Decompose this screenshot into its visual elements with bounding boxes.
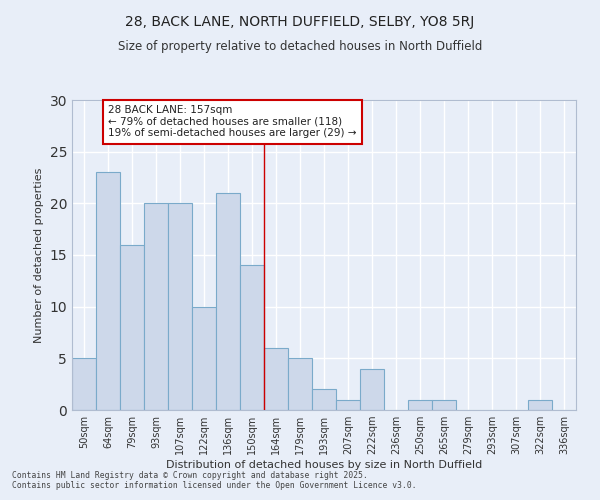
Text: Contains HM Land Registry data © Crown copyright and database right 2025.
Contai: Contains HM Land Registry data © Crown c… [12, 470, 416, 490]
Bar [264, 348, 288, 410]
Bar [96, 172, 120, 410]
Bar [408, 400, 432, 410]
Bar [432, 400, 456, 410]
Bar [528, 400, 552, 410]
Bar [336, 400, 360, 410]
Bar [72, 358, 96, 410]
Y-axis label: Number of detached properties: Number of detached properties [34, 168, 44, 342]
Bar [120, 244, 144, 410]
Bar [144, 204, 168, 410]
Bar [192, 306, 216, 410]
Text: 28, BACK LANE, NORTH DUFFIELD, SELBY, YO8 5RJ: 28, BACK LANE, NORTH DUFFIELD, SELBY, YO… [125, 15, 475, 29]
Bar [240, 266, 264, 410]
Bar [288, 358, 312, 410]
Text: Size of property relative to detached houses in North Duffield: Size of property relative to detached ho… [118, 40, 482, 53]
Bar [312, 390, 336, 410]
Bar [216, 193, 240, 410]
X-axis label: Distribution of detached houses by size in North Duffield: Distribution of detached houses by size … [166, 460, 482, 470]
Text: 28 BACK LANE: 157sqm
← 79% of detached houses are smaller (118)
19% of semi-deta: 28 BACK LANE: 157sqm ← 79% of detached h… [108, 105, 356, 138]
Bar [168, 204, 192, 410]
Bar [360, 368, 384, 410]
